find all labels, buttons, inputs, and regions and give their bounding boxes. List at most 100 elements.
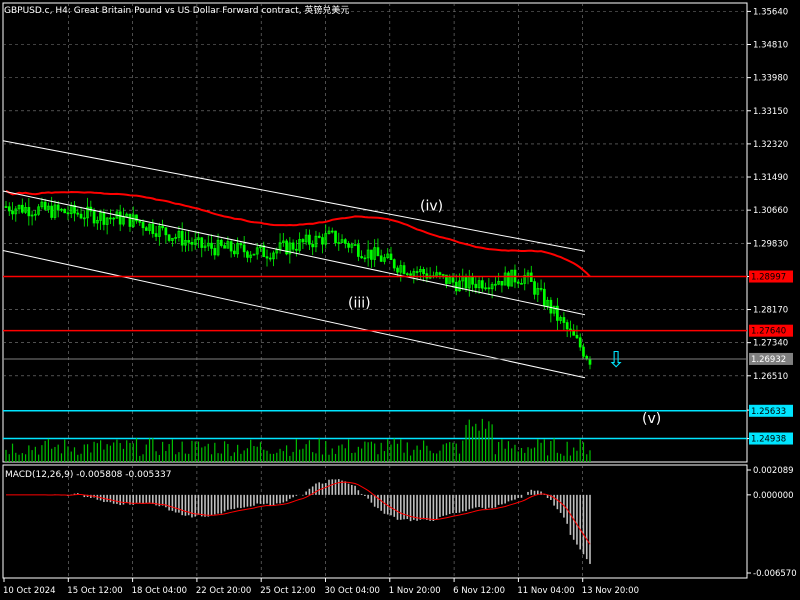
candle-body xyxy=(370,249,373,260)
price-tick-label: 1.34810 xyxy=(753,41,788,51)
candle-body xyxy=(246,251,249,258)
candle-body xyxy=(92,210,96,224)
candle-body xyxy=(373,247,377,260)
candle-body xyxy=(210,242,213,249)
price-tick-label: 1.26510 xyxy=(753,372,788,382)
candle-body xyxy=(174,237,178,239)
level-price-label: 1.26932 xyxy=(751,355,786,365)
candle-body xyxy=(399,265,403,273)
candle-body xyxy=(510,269,514,287)
candle-body xyxy=(138,220,142,223)
candle-body xyxy=(30,214,34,217)
candle-body xyxy=(255,247,259,255)
chart-title: GBPUSD.c, H4: Great Britain Pound vs US … xyxy=(4,6,350,16)
price-tick-label: 1.28170 xyxy=(753,306,788,316)
candle-body xyxy=(415,271,419,273)
candle-body xyxy=(353,244,357,246)
candle-body xyxy=(268,257,272,260)
candle-body xyxy=(330,230,334,233)
candle-body xyxy=(229,241,233,252)
candle-body xyxy=(291,242,295,250)
price-tick-label: 1.29830 xyxy=(753,239,788,249)
candle-body xyxy=(56,204,60,211)
candle-body xyxy=(239,243,243,246)
candle-body xyxy=(125,213,129,217)
candle-body xyxy=(448,277,452,284)
channel-lower-line xyxy=(2,249,586,379)
candle-body xyxy=(281,240,285,244)
time-axis-label: 1 Nov 20:00 xyxy=(389,586,441,596)
candle-body xyxy=(562,317,566,323)
candle-body xyxy=(187,240,191,243)
candle-body xyxy=(366,249,370,259)
time-axis-label: 6 Nov 12:00 xyxy=(453,586,505,596)
candle-body xyxy=(418,269,422,273)
candle-body xyxy=(184,240,187,246)
level-price-label: 1.28997 xyxy=(751,273,786,283)
candle-body xyxy=(445,274,448,284)
candle-body xyxy=(379,255,383,262)
candle-body xyxy=(203,245,207,248)
candle-body xyxy=(177,230,181,238)
time-axis-label: 13 Nov 20:00 xyxy=(582,586,639,596)
candle-body xyxy=(556,305,559,321)
candle-body xyxy=(526,272,530,276)
price-tick-label: 1.32320 xyxy=(753,140,788,150)
candle-body xyxy=(148,223,151,231)
candle-body xyxy=(193,239,197,245)
candle-body xyxy=(118,211,122,225)
candle-body xyxy=(474,283,478,289)
candle-body xyxy=(484,287,487,290)
candle-body xyxy=(60,208,63,211)
candle-body xyxy=(383,257,386,262)
candle-body xyxy=(360,256,363,259)
candle-body xyxy=(265,256,269,259)
candle-body xyxy=(516,281,520,284)
candle-body xyxy=(350,244,354,248)
candle-body xyxy=(34,213,37,216)
level-price-badge xyxy=(749,432,793,445)
candle-body xyxy=(503,272,507,286)
candle-body xyxy=(197,237,200,241)
candle-body xyxy=(542,288,546,307)
candle-body xyxy=(79,213,83,219)
price-tick-label: 1.35640 xyxy=(753,7,788,17)
candle-body xyxy=(242,244,246,253)
moving-average-line xyxy=(5,189,591,278)
candle-body xyxy=(409,273,412,276)
candle-body xyxy=(96,219,99,224)
candle-body xyxy=(213,248,217,256)
candle-body xyxy=(311,243,315,248)
macd-pane-frame xyxy=(2,464,748,579)
candle-body xyxy=(569,328,572,331)
candle-body xyxy=(546,299,549,307)
level-price-badge xyxy=(749,352,793,365)
candle-body xyxy=(363,257,367,260)
candle-body xyxy=(102,212,106,225)
candle-body xyxy=(109,217,112,220)
level-price-badge xyxy=(749,324,793,337)
candle-body xyxy=(343,239,347,244)
candle-body xyxy=(295,248,298,251)
candle-body xyxy=(4,206,8,208)
candle-body xyxy=(552,305,556,314)
candle-body xyxy=(304,234,308,243)
level-price-label: 1.25633 xyxy=(751,407,786,417)
candle-body xyxy=(477,280,481,289)
candle-body xyxy=(223,245,226,249)
candle-body xyxy=(288,242,292,255)
time-axis-label: 30 Oct 04:00 xyxy=(325,586,380,596)
candle-body xyxy=(357,244,360,257)
channel-upper-line xyxy=(2,140,586,252)
candle-body xyxy=(86,206,89,219)
candle-body xyxy=(422,269,425,275)
candle-body xyxy=(154,233,158,237)
price-tick-label: 1.27340 xyxy=(753,339,788,349)
candle-body xyxy=(575,334,579,339)
time-axis-label: 10 Oct 2024 xyxy=(3,586,56,596)
candle-body xyxy=(11,210,14,215)
candle-body xyxy=(471,276,474,285)
candle-body xyxy=(249,254,253,258)
